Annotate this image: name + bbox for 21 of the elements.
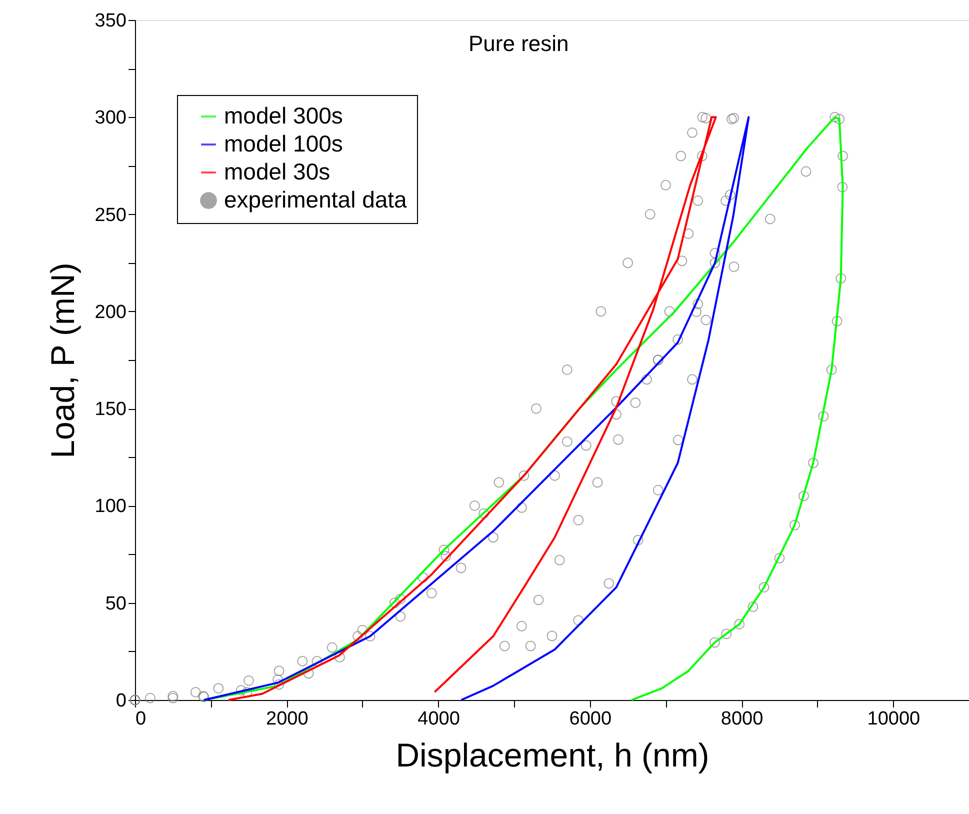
x-tick-label: 8000 (720, 708, 764, 730)
y-tick-label: 300 (94, 108, 126, 129)
legend-label: model 300s (224, 102, 343, 128)
y-tick-label: 0 (116, 690, 126, 712)
x-tick-label: 10000 (867, 708, 920, 730)
legend-label: model 30s (224, 158, 330, 184)
x-tick-label: 2000 (266, 708, 308, 730)
x-tick-label: 0 (136, 708, 146, 730)
y-tick-label: 350 (94, 10, 126, 32)
y-tick-label: 200 (94, 302, 126, 323)
y-tick-label: 100 (94, 496, 126, 518)
y-tick-label: 150 (94, 399, 126, 420)
legend-label: experimental data (224, 186, 408, 212)
x-tick-label: 4000 (418, 708, 460, 730)
text: Pure resin (468, 31, 569, 56)
y-tick-label: 50 (105, 593, 126, 614)
y-axis-title: Load, P (mN) (44, 262, 81, 458)
legend-label: model 100s (224, 130, 343, 156)
x-tick-label: 6000 (569, 708, 612, 730)
x-axis-title: Displacement, h (nm) (396, 736, 710, 774)
y-tick-label: 250 (94, 204, 126, 226)
